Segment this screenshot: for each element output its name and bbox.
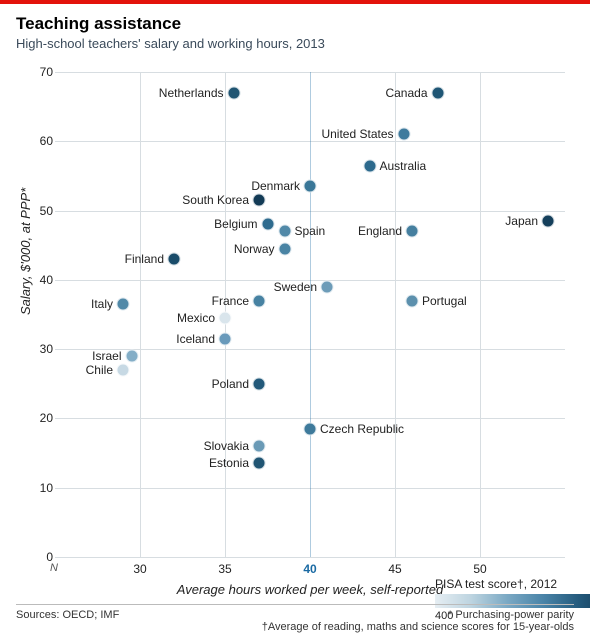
data-point-label: Czech Republic [320,422,404,436]
ytick-label: 60 [39,134,53,148]
data-point [168,253,181,266]
data-point [278,242,291,255]
xtick-label: 45 [388,562,401,576]
data-point [219,332,232,345]
data-point [406,225,419,238]
data-point [406,294,419,307]
data-point [304,180,317,193]
data-point [253,294,266,307]
chart-container: Teaching assistance High-school teachers… [0,0,590,640]
data-point [117,363,130,376]
data-point-label: Sweden [274,280,317,294]
data-point-label: Belgium [214,217,257,231]
chart-title: Teaching assistance [0,4,590,36]
data-point [397,128,410,141]
data-point [261,218,274,231]
data-point-label: Estonia [209,456,249,470]
xtick-label: 30 [133,562,146,576]
data-point-label: France [212,294,249,308]
data-point [431,86,444,99]
data-point [219,311,232,324]
origin-n-label: N [50,562,58,574]
data-point [253,377,266,390]
data-point-label: Italy [91,297,113,311]
ytick-label: 50 [39,204,53,218]
data-point [253,194,266,207]
sources: Sources: OECD; IMF [16,609,119,621]
gridline-x [480,72,481,557]
data-point-label: Portugal [422,294,467,308]
data-point-label: Canada [385,86,427,100]
data-point [253,440,266,453]
data-point [278,225,291,238]
ytick-label: 20 [39,411,53,425]
data-point-label: Slovakia [204,439,249,453]
ytick-label: 30 [39,342,53,356]
data-point-label: Poland [212,377,249,391]
gridline-x [140,72,141,557]
data-point [321,280,334,293]
data-point [227,86,240,99]
data-point-label: Netherlands [159,86,224,100]
data-point-label: England [358,224,402,238]
data-point-label: Spain [295,224,326,238]
ytick-label: 10 [39,481,53,495]
gridline-x [310,72,311,557]
data-point-label: Denmark [251,179,300,193]
data-point-label: Chile [86,363,113,377]
data-point [125,350,138,363]
y-axis-label: Salary, $'000, at PPP* [18,188,33,315]
xtick-label: 40 [303,562,316,576]
data-point [253,457,266,470]
data-point [117,298,130,311]
data-point-label: Australia [380,159,427,173]
data-point-label: Iceland [176,332,215,346]
plot-area: Netherlands Canada United States Australia D… [55,72,565,557]
gridline-x [395,72,396,557]
ytick-label: 40 [39,273,53,287]
data-point-label: Israel [92,349,121,363]
xtick-label: 35 [218,562,231,576]
xtick-label: 50 [473,562,486,576]
ytick-label: 70 [39,65,53,79]
data-point [542,214,555,227]
data-point-label: Mexico [177,311,215,325]
data-point-label: United States [321,127,393,141]
x-axis-label: Average hours worked per week, self-repo… [55,582,565,597]
gridline-y [55,557,565,558]
footnotes: * Purchasing-power parity †Average of re… [262,609,574,633]
data-point [363,159,376,172]
chart-subtitle: High-school teachers' salary and working… [0,36,590,57]
data-point-label: Finland [125,252,164,266]
footer: Sources: OECD; IMF * Purchasing-power pa… [16,604,574,621]
data-point-label: South Korea [182,193,249,207]
data-point-label: Japan [505,214,538,228]
data-point [304,422,317,435]
data-point-label: Norway [234,242,275,256]
